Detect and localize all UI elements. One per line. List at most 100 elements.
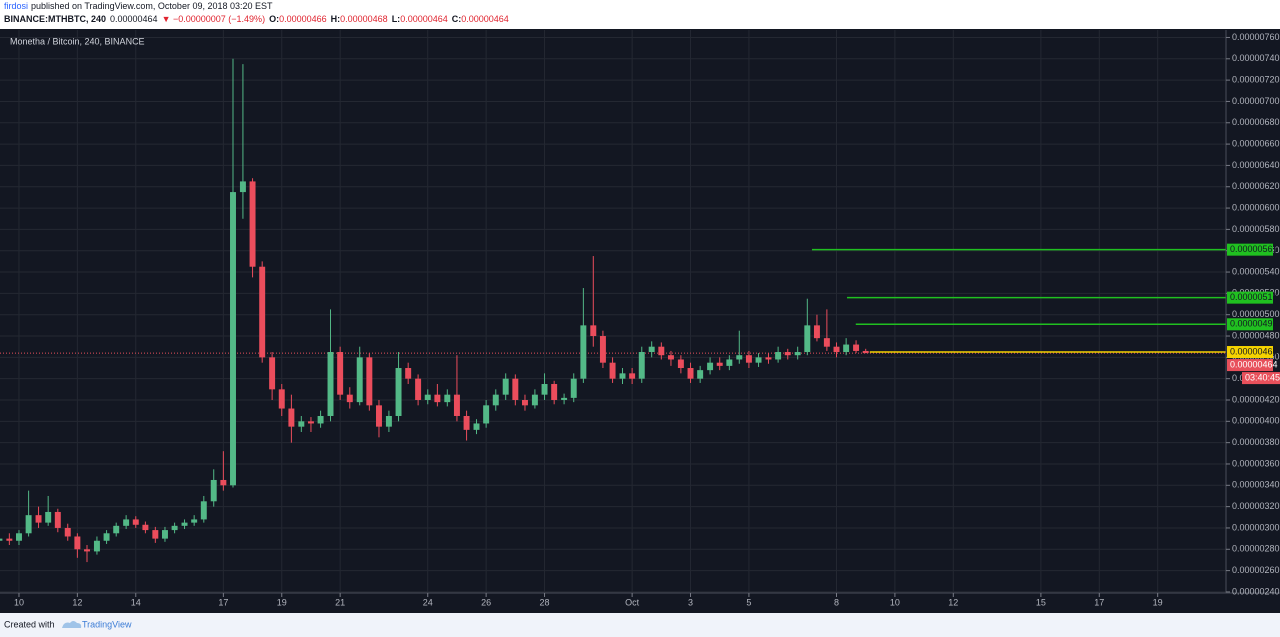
candle-body	[113, 525, 120, 534]
candle-body	[395, 368, 402, 416]
candle-body	[191, 519, 198, 523]
y-tick-label: 0.00000720	[1232, 74, 1280, 84]
change: ▼ −0.00000007 (−1.49%)	[162, 14, 265, 24]
candle-body	[599, 336, 606, 363]
candle-body	[200, 501, 207, 520]
candle-body	[366, 357, 373, 406]
ohlc-value: 0.00000464	[461, 14, 509, 24]
candle-body	[667, 355, 674, 360]
y-tick-label: 0.00000740	[1232, 53, 1280, 63]
candle-body	[502, 378, 509, 395]
ohlc-value: 0.00000466	[279, 14, 327, 24]
footer-bg	[0, 613, 1280, 637]
candle-body	[444, 394, 451, 403]
ohlc-label: L:	[392, 14, 401, 24]
header-bg	[0, 0, 1280, 29]
candle-body	[677, 359, 684, 369]
candle-body	[84, 549, 90, 552]
y-tick-label: 0.00000540	[1232, 266, 1280, 276]
candle-body	[638, 352, 645, 379]
candle-body	[415, 378, 422, 401]
footer-text: Created with	[4, 619, 55, 629]
last-price-tag	[1227, 359, 1273, 372]
y-tick-label: 0.00000480	[1232, 330, 1280, 340]
chart-legend: Monetha / Bitcoin, 240, BINANCE	[10, 36, 145, 46]
candle-body	[25, 515, 32, 534]
x-tick-label: 17	[1094, 597, 1104, 607]
y-tick-label: 0.00000380	[1232, 437, 1280, 447]
x-tick-label: 10	[890, 597, 900, 607]
candle-body	[775, 352, 782, 360]
y-tick-label: 0.00000680	[1232, 117, 1280, 127]
candle-body	[171, 525, 178, 531]
candle-body	[541, 384, 548, 395]
published: published on TradingView.com, October 09…	[31, 1, 273, 11]
candle-body	[619, 373, 626, 379]
footer-brand[interactable]: TradingView	[82, 619, 132, 629]
symbol-line: BINANCE:MTHBTC, 240 0.00000464 ▼ −0.000000…	[4, 14, 509, 24]
candle-body	[707, 362, 714, 371]
level-tag-label: 0.00000561	[1230, 244, 1278, 254]
candle-body	[726, 359, 733, 366]
ohlc-value: 0.00000464	[400, 14, 448, 24]
candle-body	[794, 352, 801, 356]
candle-body	[453, 394, 460, 416]
candle-body	[463, 415, 470, 430]
candle-body	[152, 530, 159, 539]
y-tick-label: 0.00000260	[1232, 565, 1280, 575]
candle-body	[142, 524, 149, 531]
candle-body	[123, 519, 130, 526]
candle-body	[862, 350, 869, 354]
candle-body	[687, 368, 694, 379]
candle-body	[269, 357, 276, 390]
countdown-label: 03:40:45	[1245, 372, 1280, 382]
x-tick-label: 12	[72, 597, 82, 607]
y-tick-label: 0.00000240	[1232, 586, 1280, 596]
candle-body	[210, 479, 217, 502]
candle-body	[648, 346, 655, 353]
y-tick-label: 0.00000640	[1232, 160, 1280, 170]
candle-body	[804, 325, 811, 353]
y-tick-label: 0.00000280	[1232, 544, 1280, 554]
y-tick-label: 0.00000420	[1232, 394, 1280, 404]
candle-body	[54, 511, 61, 528]
candle-body	[132, 519, 139, 525]
x-tick-label: 21	[335, 597, 345, 607]
x-tick-label: 14	[131, 597, 141, 607]
x-tick-label: 24	[423, 597, 433, 607]
candle-body	[755, 357, 762, 363]
candle-body	[259, 266, 266, 358]
y-tick-label: 0.00000340	[1232, 480, 1280, 490]
level-tag-label: 0.00000491	[1230, 319, 1278, 329]
candle-body	[434, 394, 441, 403]
x-tick-label: 10	[14, 597, 24, 607]
candle-body	[716, 362, 723, 366]
ohlc-label: H:	[331, 14, 341, 24]
candle-body	[697, 370, 704, 379]
candle-body	[405, 368, 412, 379]
symbol: BINANCE:MTHBTC, 240	[4, 14, 106, 24]
x-tick-label: 28	[540, 597, 550, 607]
x-tick-label: 17	[218, 597, 228, 607]
candle-body	[853, 344, 860, 351]
candle-body	[103, 533, 110, 541]
candle-body	[298, 421, 305, 427]
x-tick-label: 19	[1153, 597, 1163, 607]
candle-body	[736, 355, 743, 360]
candle-body	[64, 527, 71, 537]
level-tag-label: 0.00000465	[1230, 346, 1278, 356]
candle-body	[483, 405, 490, 424]
candle-body	[521, 400, 528, 406]
candle-body	[531, 394, 538, 406]
y-tick-label: 0.00000360	[1232, 458, 1280, 468]
x-tick-label: 3	[688, 597, 693, 607]
level-tag	[1227, 291, 1273, 304]
publish-line: firdosi published on TradingView.com, Oct…	[4, 1, 273, 11]
candle-body	[843, 344, 850, 353]
countdown-tag	[1242, 372, 1280, 385]
candle-body	[424, 394, 431, 401]
author[interactable]: firdosi	[4, 1, 28, 11]
x-tick-label: 5	[746, 597, 751, 607]
y-tick-label: 0.00000700	[1232, 96, 1280, 106]
